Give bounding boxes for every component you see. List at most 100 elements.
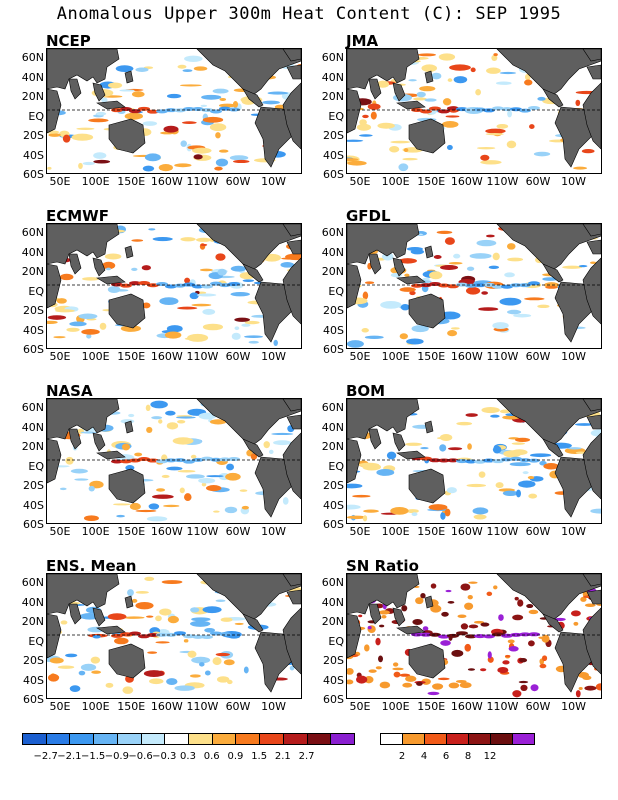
anomaly-patch bbox=[268, 449, 274, 454]
anomaly-patch bbox=[280, 262, 295, 268]
x-tick-label: 10W bbox=[261, 175, 287, 188]
colorbar-label: 2.1 bbox=[274, 751, 291, 762]
anomaly-patch bbox=[201, 94, 222, 100]
anomaly-patch bbox=[499, 297, 522, 306]
x-tick-label: 60W bbox=[225, 175, 251, 188]
anomaly-patch bbox=[146, 615, 154, 618]
anomaly-patch bbox=[438, 634, 450, 639]
land-mass bbox=[196, 49, 301, 96]
colorbar-swatch bbox=[235, 733, 261, 745]
anomaly-patch bbox=[241, 505, 249, 510]
land-mass bbox=[286, 589, 301, 605]
anomaly-patch bbox=[421, 64, 438, 72]
x-tick-label: 10W bbox=[561, 175, 587, 188]
anomaly-patch bbox=[476, 146, 496, 150]
anomaly-patch bbox=[402, 157, 418, 161]
anomaly-patch bbox=[420, 456, 432, 461]
x-tick-label: 150E bbox=[117, 175, 146, 188]
anomaly-patch bbox=[485, 133, 504, 136]
colorbar-label: −2.1 bbox=[57, 751, 82, 762]
anomaly-patch bbox=[113, 503, 131, 506]
anomaly-patch bbox=[413, 97, 427, 101]
land-mass bbox=[408, 468, 446, 504]
anomaly-patch bbox=[352, 494, 371, 498]
anomaly-patch bbox=[105, 267, 112, 271]
land-mass bbox=[396, 275, 426, 285]
anomaly-patch bbox=[122, 686, 134, 694]
anomaly-patch bbox=[469, 253, 492, 259]
land-mass bbox=[347, 574, 420, 615]
colorbar-label: −1.5 bbox=[80, 751, 106, 762]
anomaly-patch bbox=[234, 326, 240, 331]
land-mass bbox=[408, 118, 446, 154]
anomaly-patch bbox=[424, 98, 437, 102]
panel-title: NCEP bbox=[46, 32, 91, 50]
anomaly-patch bbox=[202, 606, 222, 614]
anomaly-patch bbox=[215, 132, 221, 139]
map-svg bbox=[47, 224, 301, 347]
anomaly-patch bbox=[347, 679, 354, 685]
x-tick-label: 10W bbox=[261, 350, 287, 363]
anomaly-patch bbox=[380, 301, 402, 309]
anomaly-patch bbox=[584, 603, 596, 608]
anomaly-patch bbox=[158, 419, 163, 424]
anomaly-patch bbox=[504, 272, 515, 278]
land-mass bbox=[68, 78, 82, 100]
y-tick-label: 40N bbox=[321, 70, 344, 84]
colorbar-swatch bbox=[69, 733, 95, 745]
anomaly-patch bbox=[460, 583, 471, 591]
anomaly-patch bbox=[418, 53, 436, 57]
anomaly-patch bbox=[48, 133, 61, 137]
y-tick-label: 60S bbox=[323, 343, 344, 356]
anomaly-patch bbox=[131, 598, 138, 603]
colorbar-swatch bbox=[468, 733, 491, 745]
y-tick-label: 40N bbox=[21, 595, 44, 609]
anomaly-patch bbox=[379, 681, 391, 689]
land-mass bbox=[68, 428, 82, 450]
anomaly-patch bbox=[241, 323, 251, 327]
colorbar-label: 2 bbox=[398, 751, 406, 762]
anomaly-patch bbox=[478, 471, 486, 478]
anomaly-patch bbox=[468, 624, 479, 629]
anomaly-patch bbox=[538, 636, 544, 639]
land-mass bbox=[586, 64, 601, 80]
anomaly-patch bbox=[390, 507, 409, 515]
y-tick-label: 20N bbox=[321, 90, 344, 103]
x-tick-label: 60W bbox=[525, 525, 551, 538]
anomaly-patch bbox=[175, 416, 196, 419]
anomaly-colorbar: −2.7 −2.1 −1.5 −0.9 −0.6 −0.3 0.3 0.6 0.9 1.5 2.1 2… bbox=[22, 733, 355, 765]
land-mass bbox=[424, 245, 434, 259]
anomaly-patch bbox=[282, 497, 289, 505]
anomaly-patch bbox=[53, 336, 66, 339]
y-tick-label: 20S bbox=[23, 479, 44, 492]
anomaly-patch bbox=[363, 509, 379, 513]
anomaly-patch bbox=[141, 265, 151, 271]
anomaly-patch bbox=[495, 482, 504, 489]
anomaly-patch bbox=[442, 98, 452, 106]
land-mass bbox=[47, 263, 62, 309]
anomaly-patch bbox=[491, 54, 498, 61]
anomaly-patch bbox=[446, 144, 453, 150]
anomaly-patch bbox=[512, 614, 524, 621]
land-mass bbox=[347, 88, 362, 134]
anomaly-patch bbox=[78, 313, 98, 320]
anomaly-patch bbox=[248, 340, 259, 344]
y-tick-label: 20S bbox=[23, 304, 44, 317]
land-mass bbox=[347, 613, 362, 659]
anomaly-patch bbox=[151, 416, 163, 420]
colorbar-label: 2.7 bbox=[298, 751, 315, 762]
anomaly-patch bbox=[440, 264, 459, 271]
anomaly-patch bbox=[440, 511, 446, 520]
land-mass bbox=[347, 438, 362, 484]
x-tick-label: 100E bbox=[81, 700, 110, 713]
anomaly-patch bbox=[376, 468, 395, 476]
anomaly-patch bbox=[147, 109, 159, 114]
anomaly-patch bbox=[474, 107, 486, 112]
anomaly-patch bbox=[183, 459, 195, 464]
anomaly-patch bbox=[575, 451, 587, 454]
x-tick-label: 110W bbox=[486, 350, 519, 363]
anomaly-patch bbox=[460, 623, 469, 630]
land-mass bbox=[96, 450, 126, 460]
anomaly-patch bbox=[492, 252, 500, 261]
anomaly-patch bbox=[182, 69, 193, 73]
